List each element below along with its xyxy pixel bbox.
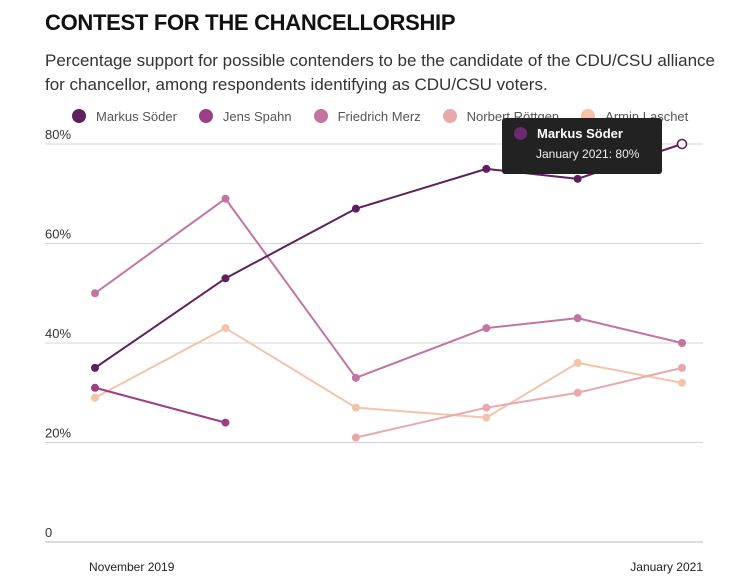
tooltip-series-dot <box>514 127 527 140</box>
x-tick-label: January 2021 <box>630 560 703 574</box>
data-point <box>91 393 99 402</box>
legend: Markus Söder Jens Spahn Friedrich Merz N… <box>72 106 710 126</box>
series-line <box>94 143 683 369</box>
data-point <box>221 418 230 427</box>
legend-swatch-spahn <box>198 109 213 123</box>
legend-label-soeder: Markus Söder <box>96 108 177 124</box>
legend-swatch-merz <box>313 109 328 123</box>
data-point <box>351 373 360 382</box>
legend-item-merz[interactable]: Friedrich Merz <box>313 108 421 124</box>
data-point <box>678 339 686 347</box>
data-point <box>482 403 491 412</box>
series-line <box>94 386 226 424</box>
data-point <box>221 194 230 203</box>
data-point <box>573 314 582 323</box>
series-line <box>94 327 683 419</box>
legend-item-soeder[interactable]: Markus Söder <box>72 109 177 124</box>
tooltip-series-name: Markus Söder <box>537 126 623 141</box>
legend-swatch-roettgen <box>442 109 457 123</box>
legend-swatch-soeder <box>72 109 86 123</box>
tooltip: Markus Söder January 2021: 80% <box>502 118 662 174</box>
data-point <box>351 204 360 213</box>
data-point <box>91 363 99 372</box>
chart-subtitle: Percentage support for possible contende… <box>45 51 716 94</box>
chart-title: CONTEST FOR THE CHANCELLORSHIP <box>45 10 456 35</box>
highlighted-point <box>676 138 688 150</box>
data-point <box>221 324 230 333</box>
legend-item-spahn[interactable]: Jens Spahn <box>198 108 292 124</box>
data-point <box>482 164 491 173</box>
data-point <box>678 378 686 387</box>
legend-label-merz: Friedrich Merz <box>337 108 421 124</box>
data-point <box>482 413 491 422</box>
tooltip-detail: January 2021: 80% <box>536 147 640 161</box>
data-point <box>91 289 99 298</box>
data-point <box>573 174 582 183</box>
y-tick-label: 80% <box>45 127 71 142</box>
series-line <box>355 366 683 439</box>
data-point <box>351 403 360 412</box>
data-point <box>678 363 686 372</box>
data-point <box>573 358 582 367</box>
y-tick-label: 40% <box>45 326 71 341</box>
series-line <box>94 197 683 379</box>
y-tick-label: 0 <box>45 525 52 540</box>
data-point <box>91 383 99 392</box>
y-tick-label: 60% <box>45 227 71 242</box>
x-tick-label: November 2019 <box>89 560 175 574</box>
data-point <box>482 324 491 333</box>
data-point <box>351 433 360 442</box>
data-point <box>573 388 582 397</box>
data-point <box>221 274 230 283</box>
y-tick-label: 20% <box>45 426 71 441</box>
legend-label-spahn: Jens Spahn <box>222 108 292 124</box>
